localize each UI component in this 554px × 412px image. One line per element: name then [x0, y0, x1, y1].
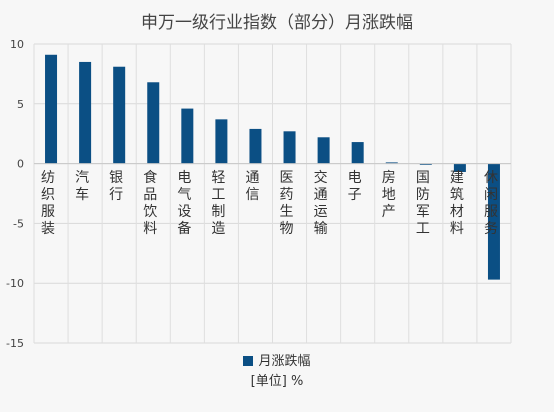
category-label: 电子	[348, 170, 362, 203]
chart-title: 申万一级行业指数（部分）月涨跌幅	[141, 13, 413, 33]
bar	[147, 82, 160, 164]
bar	[453, 163, 466, 172]
y-tick-label: -10	[6, 277, 24, 290]
category-label: 建筑材料	[450, 170, 464, 237]
unit-note: [单位] %	[250, 374, 304, 389]
category-label: 电气设备	[177, 170, 191, 237]
category-label: 轻工制造	[211, 170, 225, 237]
category-label: 汽车	[75, 170, 89, 203]
bar	[351, 142, 364, 164]
bar	[385, 162, 398, 164]
bar	[181, 108, 194, 164]
category-label: 通信	[245, 170, 259, 203]
bar	[487, 163, 500, 280]
bar	[79, 61, 92, 164]
bar	[215, 119, 228, 164]
y-tick-label: 0	[17, 158, 24, 171]
legend-swatch	[243, 356, 254, 366]
y-tick-label: 5	[17, 98, 24, 111]
category-label: 医药生物	[280, 170, 294, 237]
category-label: 纺织服装	[41, 170, 55, 237]
category-label: 房地产	[382, 170, 396, 220]
legend-label: 月涨跌幅	[258, 354, 311, 369]
bar	[283, 131, 296, 164]
legend: 月涨跌幅	[0, 350, 554, 369]
category-label: 银行	[109, 170, 123, 203]
category-label: 食品饮料	[143, 169, 157, 237]
y-tick-label: 10	[10, 38, 24, 51]
bar	[249, 128, 262, 164]
category-label: 休闲服务	[484, 170, 498, 237]
y-tick-label: -15	[6, 337, 24, 350]
bar	[419, 163, 432, 165]
y-tick-label: -5	[13, 217, 24, 230]
bar	[317, 137, 330, 164]
category-label: 交通运输	[314, 169, 328, 237]
bar	[113, 66, 126, 164]
bar	[45, 54, 58, 164]
category-label: 国防军工	[416, 170, 430, 237]
